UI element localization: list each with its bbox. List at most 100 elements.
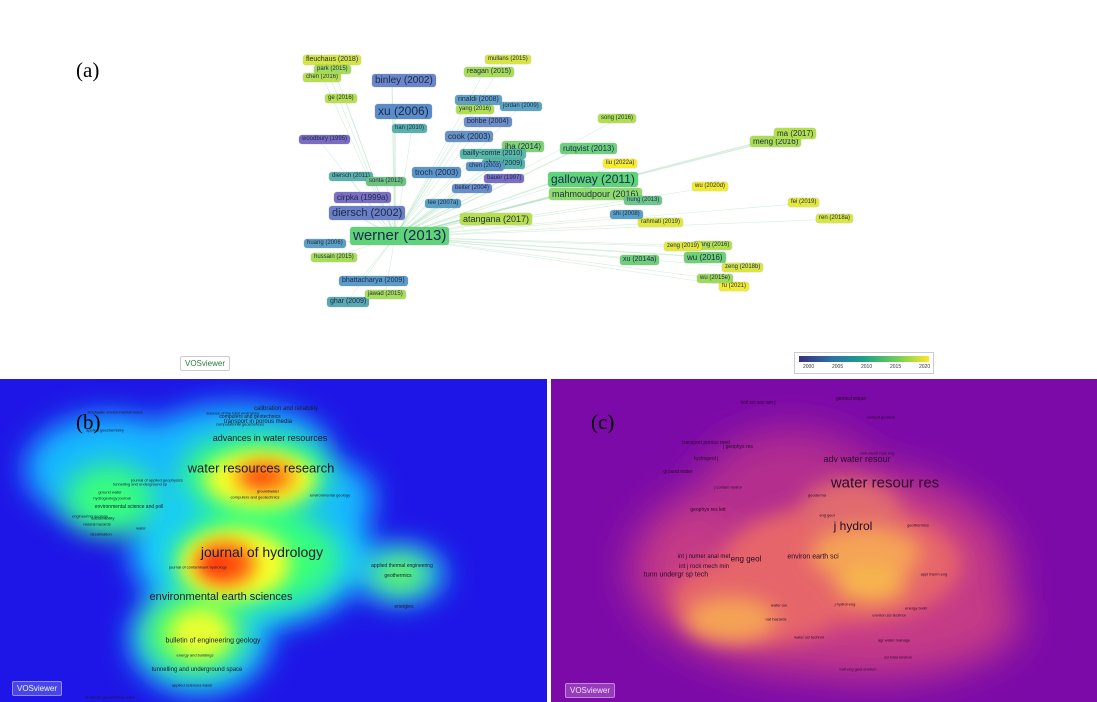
network-link — [394, 153, 481, 238]
density-label: environmental science and poll — [94, 504, 164, 510]
network-node: jordan (2009) — [500, 102, 542, 111]
network-node: zeng (2019) — [664, 242, 703, 251]
network-node: diersch (2011) — [329, 172, 373, 181]
network-node: bohbe (2004) — [464, 117, 512, 127]
density-label: water-sui — [770, 602, 788, 608]
network-node: werner (2013) — [350, 227, 450, 245]
network-node: jawad (2015) — [365, 290, 406, 299]
density-label: hydrogeology journal — [93, 495, 131, 501]
network-node: troch (2003) — [412, 167, 462, 178]
network-node: rahmati (2019) — [638, 218, 684, 227]
legend-tick-label: 2005 — [832, 364, 844, 370]
legend-tick-label: 2000 — [803, 364, 815, 370]
network-node: hung (2013) — [624, 196, 663, 205]
density-label: sustainability — [91, 515, 115, 521]
density-heatmap-b — [25, 404, 445, 694]
density-label: int j numer anal met — [677, 554, 731, 560]
density-label: sci total environ — [884, 654, 912, 660]
legend-tick-label: 2020 — [919, 364, 931, 370]
network-node: bhattacharya (2009) — [339, 276, 408, 286]
network-link — [318, 139, 396, 238]
network-node: fleuchaus (2018) — [303, 55, 362, 65]
density-label: adv water resour — [823, 454, 891, 464]
density-label: environmental geology — [309, 492, 351, 498]
network-link — [394, 202, 809, 238]
density-label: calibration and reliability — [253, 406, 319, 412]
density-label: environ earth sci — [787, 553, 839, 561]
network-node: fu (2021) — [719, 282, 750, 291]
panel-label-a: (a) — [76, 58, 100, 82]
density-label: engineering geology — [71, 513, 109, 519]
network-node: zeng (2018b) — [722, 263, 764, 272]
logo-text: VOSviewer — [17, 684, 58, 693]
network-node: fei (2019) — [788, 198, 820, 207]
density-label: stochastic environmental resea — [87, 409, 143, 415]
density-label: bulletin of engineering geology — [165, 637, 261, 645]
network-node: ghar (2009) — [327, 297, 370, 307]
panel-label-b: (b) — [76, 410, 101, 434]
vosviewer-logo-a: VOSviewer — [180, 356, 231, 371]
network-node: wu (2015e) — [697, 274, 734, 283]
network-node: rutqvist (2013) — [560, 143, 618, 154]
density-label: geophys res lett — [690, 507, 726, 513]
network-node: binley (2002) — [372, 74, 436, 87]
network-link — [394, 218, 837, 238]
density-label: rock mech rock eng — [859, 450, 895, 456]
network-node: galloway (2011) — [548, 172, 638, 187]
density-label: hydrogeol j — [693, 456, 719, 462]
vosviewer-logo-c: VOSviewer — [565, 683, 616, 698]
density-label: water resources research — [187, 460, 335, 476]
density-label: journal of contaminant hydrology — [169, 564, 227, 570]
density-label: geoderma — [807, 492, 827, 498]
density-label: j hydrol eng — [834, 601, 856, 607]
network-node: sonta (2012) — [366, 177, 406, 186]
network-node: chen (2016) — [303, 73, 342, 82]
density-label: environmental earth sciences — [149, 591, 293, 603]
density-label: energy and buildings — [176, 652, 214, 658]
network-panel: werner (2013) galloway (2011) xu (2006) die… — [76, 55, 934, 374]
density-label: j contam hydrol — [714, 484, 742, 490]
network-node: huang (2006) — [304, 239, 346, 248]
network-node: chen (2003) — [466, 162, 505, 171]
network-node: bailly-comte (2010) — [460, 149, 526, 159]
network-link — [384, 236, 396, 296]
density-label: environ sci technol — [872, 612, 906, 618]
density-label: desalination — [90, 531, 112, 537]
density-label: transport in porous media — [223, 419, 293, 425]
logo-text: VOSviewer — [185, 359, 226, 368]
density-label: water sci technol — [794, 634, 824, 640]
network-node: hussain (2015) — [311, 253, 357, 262]
density-label: journal of hydrology — [200, 544, 324, 560]
network-node: cirpka (1999a) — [334, 192, 392, 203]
network-node: reagan (2015) — [464, 67, 514, 77]
density-label: bull eng geol environ — [839, 666, 877, 672]
logo-text: VOSviewer — [570, 686, 611, 695]
network-node: xu (2006) — [375, 104, 432, 119]
legend-tick-label: 2015 — [890, 364, 902, 370]
network-node: diersch (2002) — [329, 206, 406, 220]
network-node: bauer (1997) — [484, 174, 525, 183]
density-label: int j rock mech min — [678, 564, 730, 570]
density-label: j hydrol — [833, 519, 873, 533]
network-link — [394, 236, 743, 269]
color-legend: 2000 2005 2010 2015 2020 — [794, 352, 934, 374]
density-label: water — [136, 525, 146, 531]
density-label: ground water — [98, 489, 122, 495]
network-node: mullans (2015) — [485, 55, 531, 64]
network-node: song (2016) — [598, 114, 637, 123]
network-node: xu (2014a) — [620, 255, 660, 265]
density-panel-b: water resources research journal of hydro… — [0, 379, 547, 702]
density-label: computational geosciences — [215, 421, 265, 427]
density-label: applied thermal engineering — [371, 563, 433, 569]
network-link — [394, 236, 740, 288]
density-label: appl therm eng — [920, 571, 948, 577]
density-label: journal of applied geophysics — [131, 477, 183, 483]
network-node: wu (2016) — [684, 252, 726, 263]
density-label: advances in water resources — [212, 433, 328, 443]
network-node: ge (2016) — [325, 94, 357, 103]
network-node: yang (2016) — [456, 105, 495, 114]
density-label: nat hazards — [765, 616, 787, 622]
network-node: jha (2014) — [502, 141, 545, 152]
density-label: eng geol — [730, 554, 762, 564]
vosviewer-logo-b: VOSviewer — [12, 681, 63, 696]
